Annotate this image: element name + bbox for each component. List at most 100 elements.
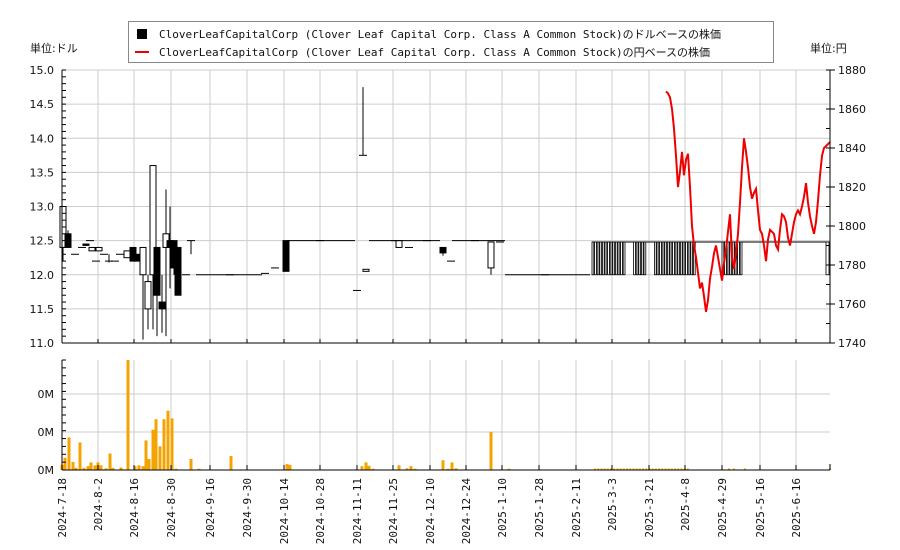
candle-body <box>615 241 618 276</box>
legend-item-yen: CloverLeafCapitalCorp (Clover Leaf Capit… <box>135 43 710 61</box>
y-tick-left: 14.0 <box>30 132 55 145</box>
volume-bar <box>82 467 86 470</box>
candle-body <box>139 246 147 276</box>
y-tick-left: 12.0 <box>30 269 55 282</box>
x-tick-label: 2025-1-28 <box>533 478 546 538</box>
volume-bar <box>285 464 289 470</box>
candle-body <box>726 241 730 276</box>
candle-body <box>656 241 660 276</box>
volume-bar <box>654 468 657 470</box>
volume-bar <box>686 468 689 470</box>
volume-bar <box>489 431 493 470</box>
volume-bar <box>626 468 628 470</box>
chart-axes: 15.0 14.5 14.0 13.5 13.0 12.5 12.0 11.5 11.0 1880… <box>30 64 867 544</box>
x-tick-label: 2024-8-16 <box>128 478 141 538</box>
candle-body <box>82 243 90 246</box>
candle-body <box>674 241 678 276</box>
candle-body <box>620 241 623 276</box>
y-tick-left: 11.0 <box>30 337 55 350</box>
volume-bar <box>616 468 619 470</box>
volume-bar <box>126 360 130 470</box>
volume-bar <box>667 468 670 470</box>
volume-bar <box>619 468 622 470</box>
candle-body <box>149 165 157 276</box>
volume-bar <box>622 468 625 470</box>
volume-bar <box>405 468 409 470</box>
candle-body <box>737 241 740 276</box>
x-tick-label: 2024-10-14 <box>278 478 291 545</box>
x-tick-label: 2025-2-11 <box>570 478 583 538</box>
candle-body <box>635 241 639 276</box>
volume-bar <box>144 440 148 470</box>
volume-bar <box>67 437 71 470</box>
yen-price-polyline <box>665 90 831 312</box>
x-tick-label: 2025-4-8 <box>679 478 692 531</box>
volume-bar <box>446 468 450 470</box>
y-tick-right: 1760 <box>838 298 866 311</box>
x-tick-label: 2025-1-10 <box>496 478 509 538</box>
candle-body <box>685 241 688 276</box>
volume-bar <box>108 453 112 470</box>
volume-bar <box>635 468 638 470</box>
x-tick-label: 2024-12-10 <box>424 478 437 544</box>
volume-bar <box>133 466 137 470</box>
volume-bar <box>413 468 417 470</box>
volume-bar <box>71 461 75 470</box>
volume-bar <box>367 465 371 470</box>
candle-body <box>439 246 447 254</box>
volume-bar <box>450 462 454 470</box>
volume-bar <box>137 465 141 470</box>
candle-body <box>602 241 605 276</box>
volume-bar <box>674 468 676 470</box>
volume-bar <box>151 429 155 470</box>
volume-bar <box>638 468 641 470</box>
y-tick-left: 15.0 <box>30 64 55 77</box>
candle-body <box>633 241 636 276</box>
volume-bar <box>162 419 166 470</box>
candle-body <box>654 241 657 276</box>
volume-y-tick: 0M <box>38 388 55 401</box>
yen-price-line <box>665 90 831 312</box>
volume-bar <box>597 468 600 470</box>
x-tick-label: 2025-3-21 <box>643 478 656 538</box>
candle-body <box>144 281 152 310</box>
candle-body <box>362 268 370 272</box>
candle-body <box>687 241 691 276</box>
volume-bar <box>664 468 667 470</box>
x-tick-label: 2025-4-29 <box>716 478 729 538</box>
volume-bar <box>288 464 292 470</box>
x-tick-label: 2024-11-11 <box>351 478 364 544</box>
volume-bar <box>645 468 648 470</box>
candle-body <box>617 241 621 276</box>
chart-legend: CloverLeafCapitalCorp (Clover Leaf Capit… <box>128 21 774 63</box>
y-tick-right: 1840 <box>838 142 866 155</box>
y-tick-left: 12.5 <box>30 235 55 248</box>
volume-bar <box>86 466 90 470</box>
y-tick-right: 1860 <box>838 103 866 116</box>
volume-bar <box>454 468 458 470</box>
y-tick-right: 1780 <box>838 259 866 272</box>
right-unit-label: 単位:円 <box>810 42 847 55</box>
volume-bar <box>600 468 603 470</box>
volume-bar <box>63 457 67 470</box>
x-tick-label: 2024-9-30 <box>241 478 254 538</box>
volume-bar <box>371 468 375 470</box>
volume-bar <box>189 459 193 470</box>
price-grid <box>61 69 830 344</box>
y-tick-right: 1820 <box>838 181 866 194</box>
candle-body <box>282 240 290 272</box>
legend-label-yen: CloverLeafCapitalCorp (Clover Leaf Capit… <box>159 46 711 59</box>
volume-bar <box>364 462 368 470</box>
volume-y-tick: 0M <box>38 464 55 477</box>
volume-bar <box>147 459 151 470</box>
volume-bar <box>632 468 635 470</box>
volume-bar <box>409 466 413 470</box>
volume-bar <box>728 468 730 470</box>
candle-body <box>487 241 495 269</box>
volume-bar <box>661 468 664 470</box>
volume-bar <box>166 410 170 470</box>
candle-body <box>123 250 131 259</box>
candle-body <box>690 241 693 276</box>
usd-candlesticks <box>59 87 830 340</box>
